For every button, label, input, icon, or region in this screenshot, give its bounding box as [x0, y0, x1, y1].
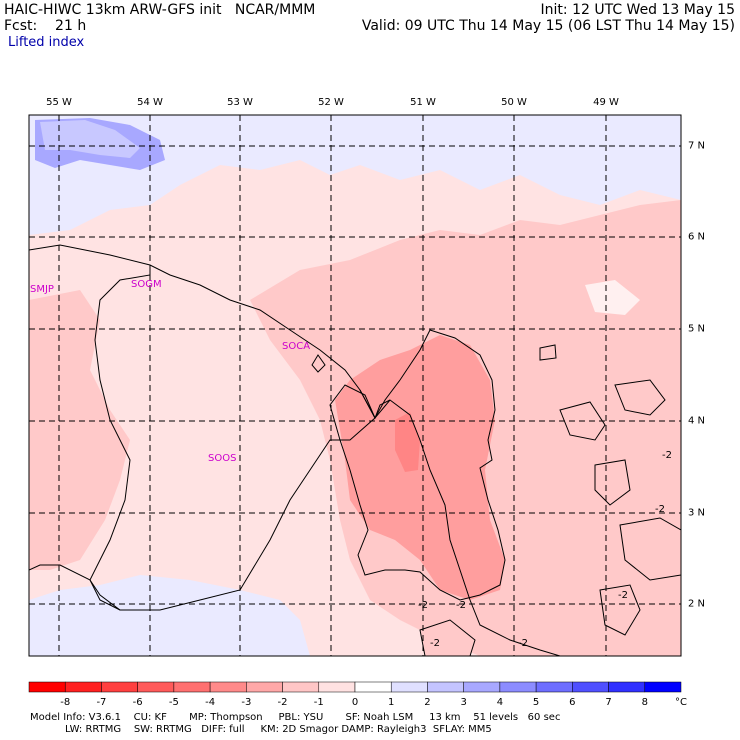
contour-minus2-main: [329, 329, 506, 601]
contour-label: -2: [456, 600, 466, 611]
colorbar-label: 6: [569, 697, 576, 708]
field-patch-6: [419, 619, 476, 656]
lat-label-2n: 2 N: [688, 598, 706, 610]
field-light-2: [585, 280, 640, 315]
colorbar-label: 4: [496, 697, 504, 708]
graticule: [29, 115, 681, 656]
colorbar-cell: [173, 681, 211, 693]
colorbar-cell: [608, 681, 646, 693]
colorbar-cell: [463, 681, 501, 693]
field-neg-west: [29, 290, 130, 570]
lon-label-50w: 50 W: [501, 97, 527, 108]
colorbar-label: 3: [460, 697, 467, 708]
colorbar-cell: [572, 681, 609, 693]
model-info-line1: Model Info: V3.6.1 CU: KF MP: Thompson P…: [30, 712, 561, 723]
contour-label: -2: [662, 450, 672, 461]
contour-label: -2: [618, 590, 628, 601]
model-info-line2: LW: RRTMG SW: RRTMG DIFF: full KM: 2D Sm…: [30, 724, 492, 735]
field-positive-mid: [40, 120, 140, 158]
lon-label-51w: 51 W: [410, 97, 436, 108]
contour-label: -2: [430, 638, 440, 649]
colorbar-cell: [28, 681, 66, 693]
colorbar-cell: [427, 681, 464, 693]
map-frame: [28, 114, 682, 657]
colorbar-label: 0: [351, 697, 359, 708]
colorbar-label: 7: [605, 697, 612, 708]
colorbar-label: -5: [168, 697, 179, 708]
colorbar-cell: [101, 681, 138, 693]
lat-label-7n: 7 N: [688, 140, 706, 152]
colorbar-cell: [499, 681, 537, 693]
contour-label: -2: [655, 504, 665, 515]
colorbar-label: 2: [424, 697, 431, 708]
valid-time: Valid: 09 UTC Thu 14 May 15 (06 LST Thu …: [361, 18, 735, 34]
colorbar-label: -8: [60, 697, 71, 708]
field-neg-core: [335, 335, 505, 600]
colorbar-cell: [535, 681, 573, 693]
contour-label: -2: [418, 600, 428, 611]
colorbar-cell: [64, 681, 102, 693]
colorbar-cell: [318, 681, 356, 693]
colorbar-label: -3: [241, 697, 252, 708]
border-suriname-guyana: [29, 265, 151, 581]
colorbar-label: 1: [388, 697, 395, 708]
coastline-borders: [29, 244, 561, 656]
station-soca: SOCA: [282, 341, 311, 352]
lon-label-49w: 49 W: [593, 97, 619, 108]
lon-label-54w: 54 W: [137, 97, 163, 108]
field-patch-3: [614, 379, 666, 416]
colorbar-label: -7: [96, 697, 107, 708]
lat-label-5n: 5 N: [688, 323, 706, 335]
border-amapa: [374, 399, 391, 419]
border-south: [89, 579, 121, 611]
field-light-3: [248, 390, 275, 418]
field-patch-5: [619, 517, 681, 581]
field-neg-core-inner: [395, 412, 420, 472]
field-patch-4: [599, 584, 641, 636]
colorbar-cell: [644, 681, 682, 693]
colorbar-label: 5: [532, 697, 540, 708]
lat-label-4n: 4 N: [688, 415, 706, 427]
station-smjp: SMJP: [30, 284, 54, 295]
contour-minus2-west: [311, 354, 326, 373]
colorbar-cell: [209, 681, 247, 693]
station-soos: SOOS: [208, 453, 237, 464]
colorbar-cell: [246, 681, 283, 693]
map-title: HAIC-HIWC 13km ARW-GFS init NCAR/MMM: [4, 2, 316, 18]
contour-label: -2: [518, 638, 528, 649]
init-time: Init: 12 UTC Wed 13 May 15: [540, 2, 735, 18]
lon-label-53w: 53 W: [227, 97, 253, 108]
field-name: Lifted index: [8, 35, 85, 50]
field-patch-7: [594, 459, 631, 506]
lon-label-55w: 55 W: [46, 97, 72, 108]
colorbar-cell: [282, 681, 320, 693]
station-sogm: SOGM: [131, 279, 162, 290]
colorbar-label: -2: [277, 697, 288, 708]
colorbar-label: -1: [313, 697, 324, 708]
colorbar-cell: [354, 681, 392, 693]
lat-label-6n: 6 N: [688, 231, 706, 243]
lat-label-3n: 3 N: [688, 507, 706, 519]
field-light-1: [130, 325, 185, 360]
field-positive-north: [29, 115, 681, 235]
colorbar-label: -6: [132, 697, 143, 708]
colorbar-cell: [390, 681, 428, 693]
colorbar-label: °C: [675, 697, 687, 708]
forecast-hour: Fcst: 21 h: [4, 18, 87, 34]
colorbar-label: 8: [641, 697, 648, 708]
field-patch-1: [539, 344, 557, 361]
colorbar-cell: [137, 681, 175, 693]
colorbar-label: -4: [205, 697, 216, 708]
lon-label-52w: 52 W: [318, 97, 344, 108]
